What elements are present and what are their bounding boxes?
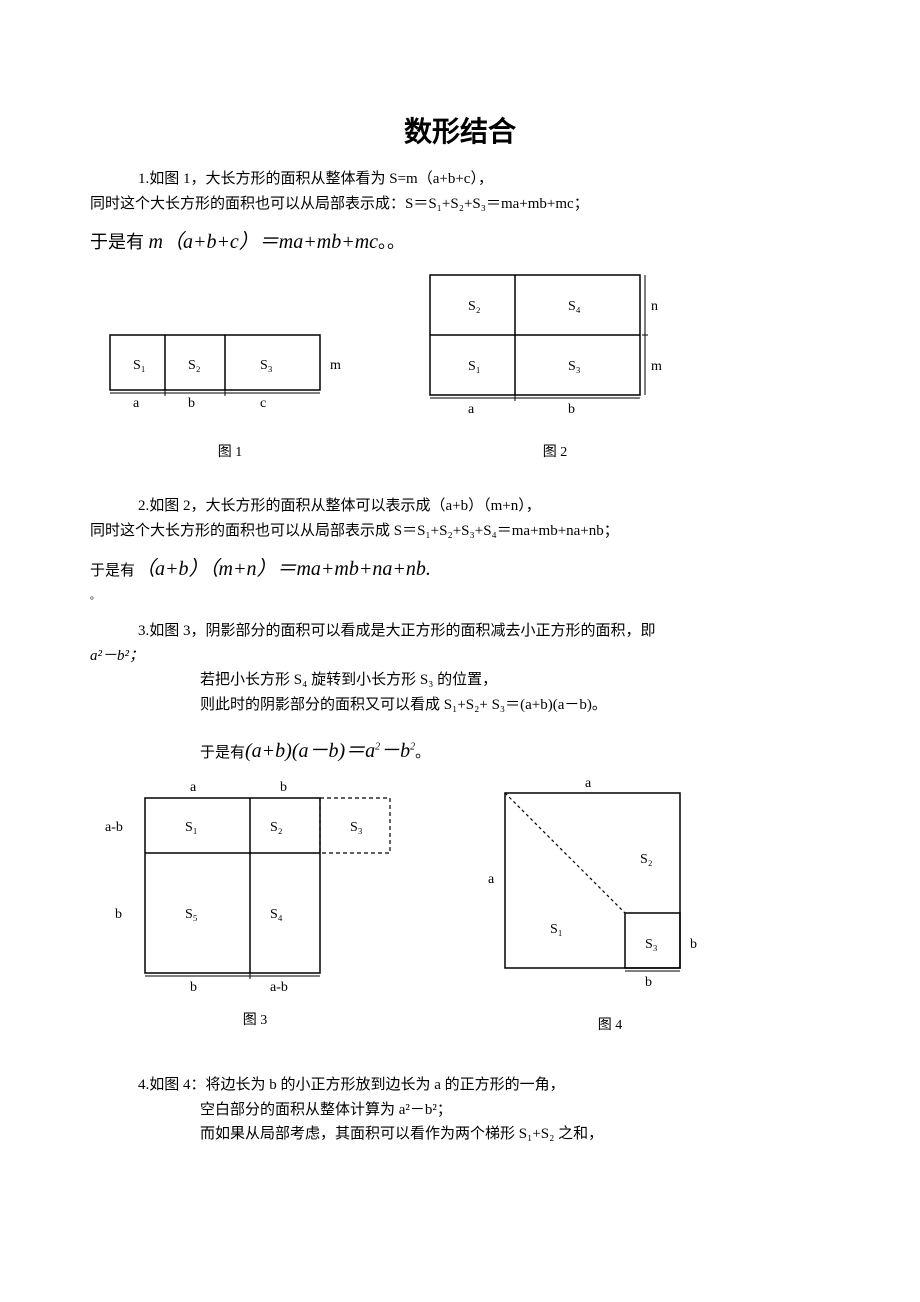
fig1-c: c — [260, 396, 266, 411]
fig2-a: a — [468, 402, 475, 417]
figure-4-svg: a a S₁ S₂ S₃ b b — [480, 773, 740, 1008]
figure-1-svg: S₁ S₂ S₃ m a b c — [100, 325, 360, 435]
sec1-formula: 于是有 m（a+b+c）＝ma+mb+mc。。 — [90, 225, 830, 254]
sec2-line1: 2.如图 2，大长方形的面积从整体可以表示成（a+b）（m+n）， — [90, 495, 830, 518]
sec4-line1: 4.如图 4：将边长为 b 的小正方形放到边长为 a 的正方形的一角， — [90, 1074, 830, 1097]
figure-row-2: a b a-b b S₁ S₂ S₃ S₅ S₄ b a-b — [90, 773, 830, 1034]
fig3-left-ab: a-b — [105, 820, 123, 835]
figure-3: a b a-b b S₁ S₂ S₃ S₅ S₄ b a-b — [90, 773, 420, 1029]
fig4-bot-b: b — [645, 975, 652, 990]
page-container: 数形结合 1.如图 1，大长方形的面积从整体看为 S=m（a+b+c）， 同时这… — [0, 0, 920, 1302]
sec2-line2: 同时这个大长方形的面积也可以从局部表示成 S＝S₁+S₂+S₃+S₄＝ma+mb… — [90, 520, 830, 543]
figure-3-svg: a b a-b b S₁ S₂ S₃ S₅ S₄ b a-b — [90, 773, 420, 1003]
figure-3-caption: 图 3 — [90, 1009, 420, 1029]
sec1-line2: 同时这个大长方形的面积也可以从局部表示成：S＝S₁+S₂+S₃＝ma+mb+mc… — [90, 193, 830, 216]
sec1-formula-suffix: 。。 — [378, 232, 405, 252]
fig3-s5: S₅ — [185, 907, 198, 922]
fig4-right-b: b — [690, 937, 697, 952]
fig2-s2: S₂ — [468, 299, 481, 314]
fig4-s1: S₁ — [550, 922, 563, 937]
fig3-bot-b: b — [190, 980, 197, 995]
fig2-s3: S₃ — [568, 359, 581, 374]
sec3-line1a: 3.如图 3，阴影部分的面积可以看成是大正方形的面积减去小正方形的面积，即 — [90, 620, 830, 643]
fig4-top-a: a — [585, 776, 592, 791]
fig2-m: m — [651, 359, 662, 374]
sec3-line3: 则此时的阴影部分的面积又可以看成 S₁+S₂+ S₃＝(a+b)(a－b)。 — [90, 694, 830, 717]
fig1-s3: S₃ — [260, 358, 273, 373]
sec1-line1: 1.如图 1，大长方形的面积从整体看为 S=m（a+b+c）， — [90, 168, 830, 191]
fig2-n: n — [651, 299, 658, 314]
fig3-left-b: b — [115, 907, 122, 922]
figure-4-caption: 图 4 — [480, 1014, 740, 1034]
sec2-dot: 。 — [90, 587, 830, 602]
fig4-s2: S₂ — [640, 852, 653, 867]
sec3-line1b: a²－b²； — [90, 645, 830, 668]
figure-2: S₂ S₄ S₁ S₃ n m a b 图 2 — [420, 270, 690, 461]
sec4-line3: 而如果从局部考虑，其面积可以看作为两个梯形 S₁+S₂ 之和， — [90, 1123, 830, 1146]
sec3-line2: 若把小长方形 S₄ 旋转到小长方形 S₃ 的位置， — [90, 669, 830, 692]
figure-row-1: S₁ S₂ S₃ m a b c 图 1 — [100, 270, 830, 461]
sec4-line2: 空白部分的面积从整体计算为 a²－b²； — [90, 1099, 830, 1122]
page-title: 数形结合 — [90, 110, 830, 150]
fig2-s1: S₁ — [468, 359, 481, 374]
sec3-bigf-suffix: 。 — [415, 745, 430, 761]
figure-2-svg: S₂ S₄ S₁ S₃ n m a b — [420, 270, 690, 435]
fig1-s2: S₂ — [188, 358, 201, 373]
fig1-b: b — [188, 396, 195, 411]
sec1-formula-body: m（a+b+c）＝ma+mb+mc — [149, 231, 379, 253]
fig3-s1: S₁ — [185, 820, 198, 835]
figure-2-caption: 图 2 — [420, 441, 690, 461]
sec3-bigf-body: (a+b)(a－b)＝a2－b2 — [245, 740, 415, 762]
fig2-s4: S₄ — [568, 299, 581, 314]
figure-4: a a S₁ S₂ S₃ b b 图 4 — [480, 773, 740, 1034]
figure-1-caption: 图 1 — [100, 441, 360, 461]
fig4-left-a: a — [488, 872, 495, 887]
figure-1: S₁ S₂ S₃ m a b c 图 1 — [100, 325, 360, 461]
fig1-m: m — [330, 358, 341, 373]
sec1-formula-prefix: 于是有 — [90, 232, 149, 252]
fig3-top-a: a — [190, 780, 197, 795]
fig1-s1: S₁ — [133, 358, 146, 373]
fig2-b: b — [568, 402, 575, 417]
sec2-formula: 于是有（a+b）（m+n）＝ma+mb+na+nb. — [90, 552, 830, 581]
sec2-formula-body: （a+b）（m+n）＝ma+mb+na+nb. — [135, 558, 431, 580]
sec2-formula-prefix: 于是有 — [90, 563, 135, 579]
fig3-s4: S₄ — [270, 907, 283, 922]
fig3-bot-ab: a-b — [270, 980, 288, 995]
fig1-a: a — [133, 396, 140, 411]
fig4-s3: S₃ — [645, 937, 658, 952]
fig3-s2: S₂ — [270, 820, 283, 835]
sec3-bigformula: 于是有(a+b)(a－b)＝a2－b2。 — [90, 734, 830, 763]
sec3-bigf-prefix: 于是有 — [200, 745, 245, 761]
fig3-top-b: b — [280, 780, 287, 795]
fig3-s3: S₃ — [350, 820, 363, 835]
